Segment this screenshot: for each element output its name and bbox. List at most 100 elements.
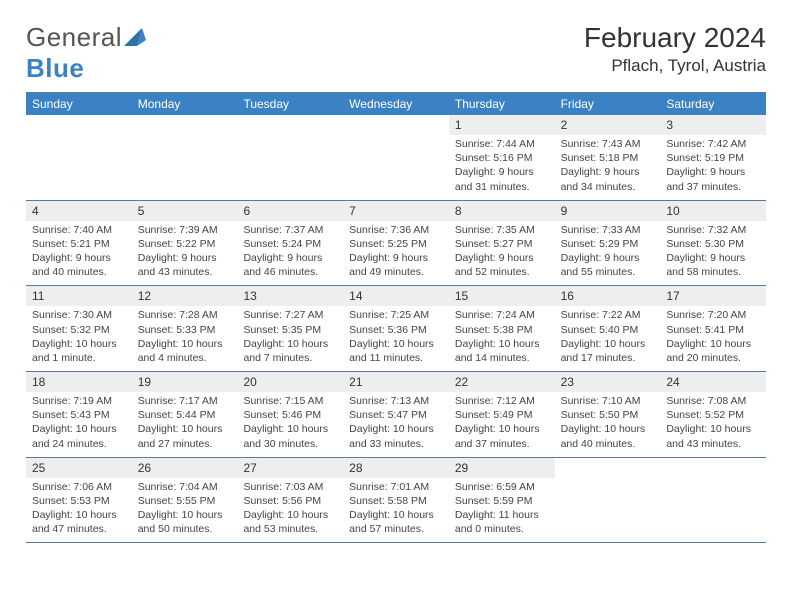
sunrise-text: Sunrise: 7:01 AM — [349, 480, 443, 494]
sunset-text: Sunset: 5:44 PM — [138, 408, 232, 422]
cell-body: Sunrise: 7:04 AMSunset: 5:55 PMDaylight:… — [132, 478, 238, 543]
calendar-cell: 10Sunrise: 7:32 AMSunset: 5:30 PMDayligh… — [660, 201, 766, 286]
daylight-text: Daylight: 10 hours and 37 minutes. — [455, 422, 549, 450]
date-number: 24 — [660, 372, 766, 392]
header: General Blue February 2024 Pflach, Tyrol… — [26, 22, 766, 84]
date-number: 12 — [132, 286, 238, 306]
cell-body: Sunrise: 7:01 AMSunset: 5:58 PMDaylight:… — [343, 478, 449, 543]
cell-body: Sunrise: 7:27 AMSunset: 5:35 PMDaylight:… — [237, 306, 343, 371]
daylight-text: Daylight: 10 hours and 20 minutes. — [666, 337, 760, 365]
sunset-text: Sunset: 5:22 PM — [138, 237, 232, 251]
calendar-cell: 20Sunrise: 7:15 AMSunset: 5:46 PMDayligh… — [237, 372, 343, 457]
sunset-text: Sunset: 5:59 PM — [455, 494, 549, 508]
cell-body: Sunrise: 7:37 AMSunset: 5:24 PMDaylight:… — [237, 221, 343, 286]
sunset-text: Sunset: 5:30 PM — [666, 237, 760, 251]
daylight-text: Daylight: 10 hours and 57 minutes. — [349, 508, 443, 536]
date-number: 10 — [660, 201, 766, 221]
logo-mark-icon — [124, 22, 146, 53]
cell-body: Sunrise: 7:40 AMSunset: 5:21 PMDaylight:… — [26, 221, 132, 286]
cell-body: Sunrise: 7:20 AMSunset: 5:41 PMDaylight:… — [660, 306, 766, 371]
sunset-text: Sunset: 5:35 PM — [243, 323, 337, 337]
calendar-week: 18Sunrise: 7:19 AMSunset: 5:43 PMDayligh… — [26, 372, 766, 458]
daylight-text: Daylight: 10 hours and 50 minutes. — [138, 508, 232, 536]
weekday-label: Sunday — [26, 93, 132, 115]
page-subtitle: Pflach, Tyrol, Austria — [584, 56, 766, 76]
calendar-cell: 6Sunrise: 7:37 AMSunset: 5:24 PMDaylight… — [237, 201, 343, 286]
daylight-text: Daylight: 9 hours and 43 minutes. — [138, 251, 232, 279]
cell-body — [343, 133, 449, 191]
daylight-text: Daylight: 9 hours and 52 minutes. — [455, 251, 549, 279]
date-number: 26 — [132, 458, 238, 478]
sunset-text: Sunset: 5:47 PM — [349, 408, 443, 422]
sunrise-text: Sunrise: 7:17 AM — [138, 394, 232, 408]
sunset-text: Sunset: 5:43 PM — [32, 408, 126, 422]
daylight-text: Daylight: 10 hours and 47 minutes. — [32, 508, 126, 536]
sunset-text: Sunset: 5:56 PM — [243, 494, 337, 508]
cell-body: Sunrise: 7:30 AMSunset: 5:32 PMDaylight:… — [26, 306, 132, 371]
calendar-cell: 18Sunrise: 7:19 AMSunset: 5:43 PMDayligh… — [26, 372, 132, 457]
sunrise-text: Sunrise: 7:36 AM — [349, 223, 443, 237]
sunset-text: Sunset: 5:27 PM — [455, 237, 549, 251]
sunrise-text: Sunrise: 7:22 AM — [561, 308, 655, 322]
sunset-text: Sunset: 5:33 PM — [138, 323, 232, 337]
sunrise-text: Sunrise: 7:33 AM — [561, 223, 655, 237]
sunrise-text: Sunrise: 7:28 AM — [138, 308, 232, 322]
cell-body: Sunrise: 7:22 AMSunset: 5:40 PMDaylight:… — [555, 306, 661, 371]
daylight-text: Daylight: 10 hours and 27 minutes. — [138, 422, 232, 450]
cell-body: Sunrise: 7:25 AMSunset: 5:36 PMDaylight:… — [343, 306, 449, 371]
calendar-cell: 28Sunrise: 7:01 AMSunset: 5:58 PMDayligh… — [343, 458, 449, 543]
cell-body: Sunrise: 6:59 AMSunset: 5:59 PMDaylight:… — [449, 478, 555, 543]
calendar-cell: 26Sunrise: 7:04 AMSunset: 5:55 PMDayligh… — [132, 458, 238, 543]
sunset-text: Sunset: 5:16 PM — [455, 151, 549, 165]
sunset-text: Sunset: 5:19 PM — [666, 151, 760, 165]
cell-body: Sunrise: 7:43 AMSunset: 5:18 PMDaylight:… — [555, 135, 661, 200]
sunrise-text: Sunrise: 7:10 AM — [561, 394, 655, 408]
weekday-label: Wednesday — [343, 93, 449, 115]
date-number: 19 — [132, 372, 238, 392]
sunset-text: Sunset: 5:25 PM — [349, 237, 443, 251]
cell-body: Sunrise: 7:12 AMSunset: 5:49 PMDaylight:… — [449, 392, 555, 457]
date-number: 3 — [660, 115, 766, 135]
sunrise-text: Sunrise: 7:03 AM — [243, 480, 337, 494]
calendar-cell: 24Sunrise: 7:08 AMSunset: 5:52 PMDayligh… — [660, 372, 766, 457]
cell-body: Sunrise: 7:15 AMSunset: 5:46 PMDaylight:… — [237, 392, 343, 457]
calendar-cell — [237, 115, 343, 200]
calendar-cell: 8Sunrise: 7:35 AMSunset: 5:27 PMDaylight… — [449, 201, 555, 286]
calendar-cell: 9Sunrise: 7:33 AMSunset: 5:29 PMDaylight… — [555, 201, 661, 286]
cell-body: Sunrise: 7:13 AMSunset: 5:47 PMDaylight:… — [343, 392, 449, 457]
cell-body: Sunrise: 7:35 AMSunset: 5:27 PMDaylight:… — [449, 221, 555, 286]
cell-body — [132, 133, 238, 191]
date-number: 5 — [132, 201, 238, 221]
logo-text-a: General — [26, 22, 122, 52]
sunset-text: Sunset: 5:49 PM — [455, 408, 549, 422]
cell-body — [26, 133, 132, 191]
daylight-text: Daylight: 9 hours and 49 minutes. — [349, 251, 443, 279]
date-number: 11 — [26, 286, 132, 306]
sunrise-text: Sunrise: 7:20 AM — [666, 308, 760, 322]
date-number — [555, 458, 661, 476]
sunrise-text: Sunrise: 7:08 AM — [666, 394, 760, 408]
calendar-week: 25Sunrise: 7:06 AMSunset: 5:53 PMDayligh… — [26, 458, 766, 544]
sunrise-text: Sunrise: 7:19 AM — [32, 394, 126, 408]
daylight-text: Daylight: 9 hours and 55 minutes. — [561, 251, 655, 279]
daylight-text: Daylight: 10 hours and 40 minutes. — [561, 422, 655, 450]
calendar-week: 11Sunrise: 7:30 AMSunset: 5:32 PMDayligh… — [26, 286, 766, 372]
daylight-text: Daylight: 10 hours and 24 minutes. — [32, 422, 126, 450]
cell-body — [237, 133, 343, 191]
calendar-week: 4Sunrise: 7:40 AMSunset: 5:21 PMDaylight… — [26, 201, 766, 287]
sunrise-text: Sunrise: 7:27 AM — [243, 308, 337, 322]
date-number — [26, 115, 132, 133]
cell-body: Sunrise: 7:39 AMSunset: 5:22 PMDaylight:… — [132, 221, 238, 286]
cell-body: Sunrise: 7:19 AMSunset: 5:43 PMDaylight:… — [26, 392, 132, 457]
sunset-text: Sunset: 5:24 PM — [243, 237, 337, 251]
calendar-week: 1Sunrise: 7:44 AMSunset: 5:16 PMDaylight… — [26, 115, 766, 201]
date-number: 16 — [555, 286, 661, 306]
cell-body: Sunrise: 7:44 AMSunset: 5:16 PMDaylight:… — [449, 135, 555, 200]
calendar-cell: 4Sunrise: 7:40 AMSunset: 5:21 PMDaylight… — [26, 201, 132, 286]
date-number: 20 — [237, 372, 343, 392]
calendar-cell: 23Sunrise: 7:10 AMSunset: 5:50 PMDayligh… — [555, 372, 661, 457]
calendar-cell — [555, 458, 661, 543]
sunrise-text: Sunrise: 7:37 AM — [243, 223, 337, 237]
cell-body: Sunrise: 7:06 AMSunset: 5:53 PMDaylight:… — [26, 478, 132, 543]
weekday-label: Monday — [132, 93, 238, 115]
